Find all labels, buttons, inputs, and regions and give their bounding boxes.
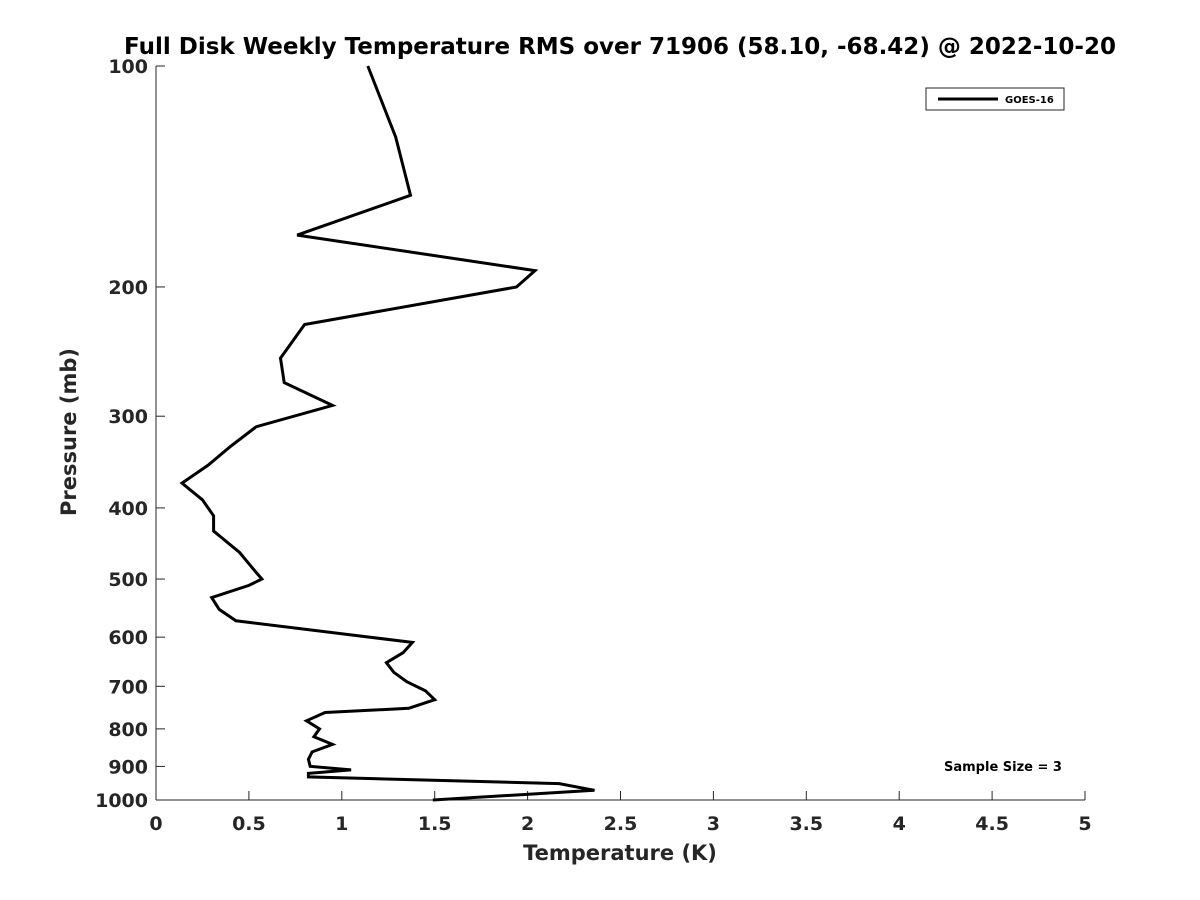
x-tick-label: 3 [707,813,720,835]
x-tick-label: 0.5 [232,813,266,835]
y-tick-label: 600 [108,627,148,649]
x-tick-label: 1 [335,813,348,835]
x-axis-label: Temperature (K) [523,841,717,865]
sample-size-annotation: Sample Size = 3 [944,760,1062,775]
x-tick-label: 4.5 [975,813,1009,835]
x-tick-label: 1.5 [418,813,452,835]
y-tick-label: 800 [108,719,148,741]
y-tick-label: 300 [108,406,148,428]
x-tick-label: 4 [893,813,906,835]
x-tick-label: 5 [1078,813,1091,835]
y-tick-label: 400 [108,498,148,520]
chart-title: Full Disk Weekly Temperature RMS over 71… [124,34,1116,60]
x-tick-label: 3.5 [789,813,823,835]
x-tick-label: 0 [149,813,162,835]
x-axis-ticks: 0 0.5 1 1.5 2 2.5 3 3.5 4 4.5 5 [149,791,1092,835]
y-tick-label: 900 [108,756,148,778]
legend: GOES-16 [925,87,1065,111]
x-tick-label: 2.5 [604,813,638,835]
legend-label-goes-16: GOES-16 [1005,95,1054,106]
y-tick-label: 1000 [95,790,148,812]
series-line-goes-16 [179,65,595,802]
y-tick-label: 700 [108,676,148,698]
series-layer [179,65,595,802]
y-axis-label: Pressure (mb) [57,348,81,516]
y-tick-label: 500 [108,569,148,591]
y-tick-label: 200 [108,277,148,299]
x-tick-label: 2 [521,813,534,835]
y-axis-ticks: 100 200 300 400 500 600 700 800 900 1000 [95,56,165,812]
y-tick-label: 100 [108,56,148,78]
